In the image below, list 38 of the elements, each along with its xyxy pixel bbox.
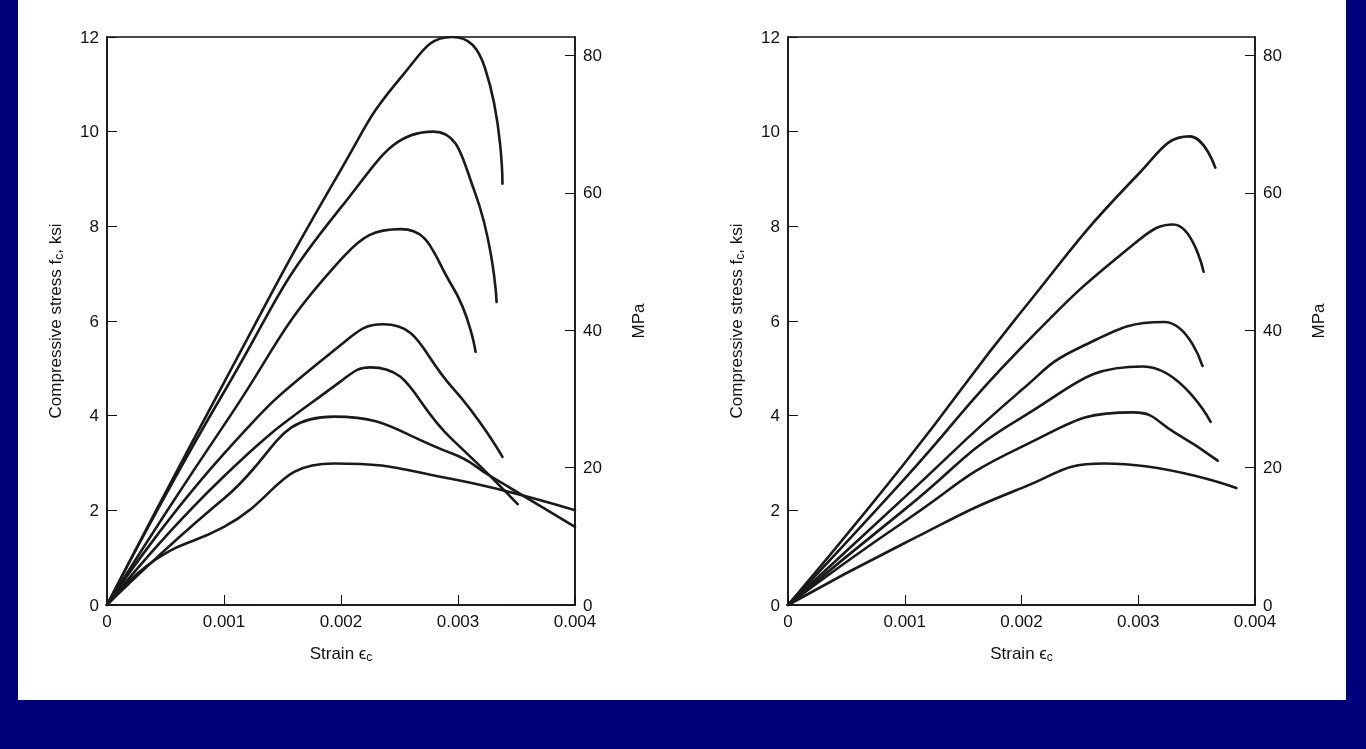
y-tick-label: 2 xyxy=(770,500,780,520)
y2-tick-label: 80 xyxy=(583,46,602,66)
y-tick-label: 12 xyxy=(80,27,99,47)
y-axis-title: Compressive stress fc, ksi xyxy=(45,223,66,419)
x-tick-label: 0.002 xyxy=(319,612,363,631)
y2-tick-label: 60 xyxy=(583,183,602,203)
x-tick-label: 0.003 xyxy=(1116,612,1160,631)
y2-tick-label: 80 xyxy=(1263,46,1282,66)
y-tick-label: 6 xyxy=(770,311,780,331)
y-tick-label: 8 xyxy=(770,216,780,236)
x-tick-label: 0.003 xyxy=(436,612,480,631)
y2-axis-title: MPa xyxy=(629,302,648,339)
y-tick-label: 0 xyxy=(89,595,99,615)
y2-tick-label: 0 xyxy=(1263,595,1273,615)
y-tick-label: 2 xyxy=(89,500,99,520)
x-tick-label: 0.004 xyxy=(553,612,597,631)
x-tick-label: 0.002 xyxy=(1000,612,1043,631)
x-tick-label: 0.001 xyxy=(883,612,927,631)
y2-tick-label: 20 xyxy=(583,458,602,478)
y-tick-label: 6 xyxy=(89,311,99,331)
y-tick-label: 12 xyxy=(761,27,780,47)
y-tick-label: 8 xyxy=(89,216,99,236)
y2-tick-label: 0 xyxy=(583,595,593,615)
y2-tick-label: 40 xyxy=(583,320,602,340)
y2-tick-label: 40 xyxy=(1263,320,1282,340)
y-tick-label: 4 xyxy=(770,406,780,426)
x-tick-label: 0.004 xyxy=(1233,612,1277,631)
y-axis-title: Compressive stress fc, ksi xyxy=(726,223,747,419)
y2-tick-label: 60 xyxy=(1263,183,1282,203)
y2-tick-label: 20 xyxy=(1263,458,1282,478)
y-tick-label: 0 xyxy=(770,595,780,615)
x-tick-label: 0.001 xyxy=(202,612,246,631)
y-tick-label: 4 xyxy=(89,406,99,426)
x-tick-label: 0 xyxy=(102,612,112,631)
x-tick-label: 0 xyxy=(783,612,793,631)
y-tick-label: 10 xyxy=(761,122,780,142)
y2-axis-title: MPa xyxy=(1309,302,1328,339)
y-tick-label: 10 xyxy=(80,122,99,142)
